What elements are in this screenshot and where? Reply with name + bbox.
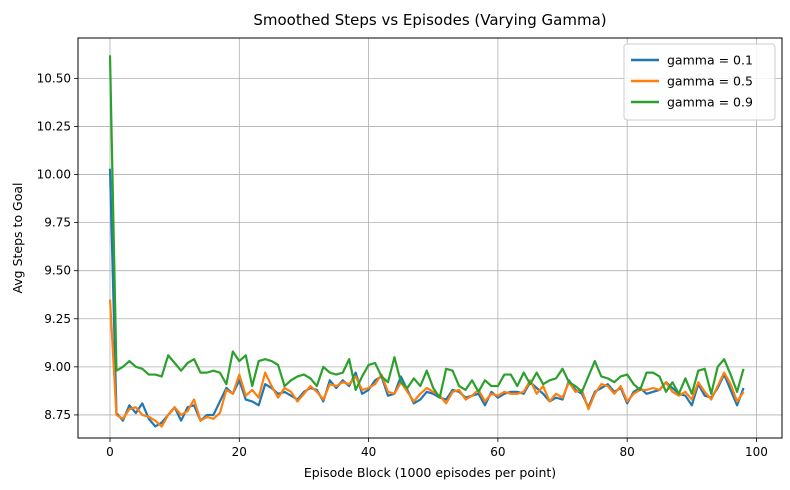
series-line-2 [108, 299, 745, 428]
y-tick-label: 10.25 [37, 119, 71, 133]
y-tick-label: 10.50 [37, 71, 71, 85]
series-lines [108, 55, 745, 428]
x-axis-label: Episode Block (1000 episodes per point) [304, 465, 556, 480]
x-tick-label: 100 [745, 445, 768, 459]
y-axis-label: Avg Steps to Goal [10, 182, 25, 293]
chart-title: Smoothed Steps vs Episodes (Varying Gamm… [253, 11, 606, 29]
y-tick-label: 9.50 [44, 264, 71, 278]
legend-label-2: gamma = 0.5 [667, 74, 753, 89]
y-tick-label: 9.75 [44, 216, 71, 230]
x-tick-label: 40 [361, 445, 376, 459]
x-tick-label: 60 [490, 445, 505, 459]
legend-label-3: gamma = 0.9 [667, 95, 753, 110]
y-tick-label: 8.75 [44, 408, 71, 422]
x-tick-label: 80 [620, 445, 635, 459]
plot-frame [77, 37, 783, 439]
x-tick-label: 20 [232, 445, 247, 459]
y-tick-label: 10.00 [37, 168, 71, 182]
x-tick-label: 0 [106, 445, 114, 459]
legend: gamma = 0.1 gamma = 0.5 gamma = 0.9 [623, 43, 776, 121]
y-tick-label: 9.00 [44, 360, 71, 374]
y-tick-label: 9.25 [44, 312, 71, 326]
legend-box [623, 43, 776, 121]
legend-label-1: gamma = 0.1 [667, 53, 753, 68]
axis-ticks: 0 20 40 60 80 100 8.75 9.00 9.25 9.50 9.75 10.00 10.… [37, 71, 768, 459]
series-line-3 [108, 55, 745, 399]
